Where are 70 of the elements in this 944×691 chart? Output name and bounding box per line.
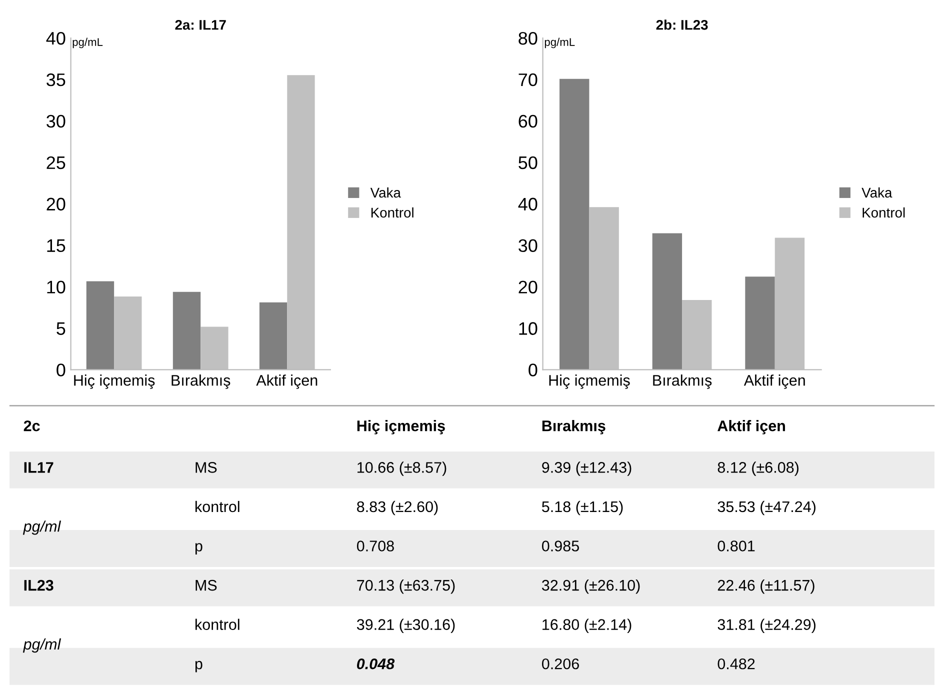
- text: MS: [196, 462, 217, 473]
- text: 10.66 (±8.57): [358, 462, 446, 476]
- y-tick-label: 80: [518, 32, 538, 45]
- text: 35.53 (±47.24): [718, 500, 816, 516]
- text: 0.482: [718, 658, 755, 670]
- y-tick-label: 35: [46, 73, 66, 86]
- y-tick-label: 40: [46, 32, 66, 45]
- x-tick-label: Bırakmış: [653, 374, 712, 389]
- chart-title: 2b: IL23: [656, 20, 708, 30]
- y-tick-label: 0: [528, 364, 538, 376]
- text: 8.12 (±6.08): [718, 462, 798, 476]
- legend-label: Kontrol: [862, 207, 905, 218]
- chart-title: 2a: IL17: [175, 20, 226, 30]
- y-tick-label: 50: [518, 156, 538, 170]
- text: 70.13 (±63.75): [357, 579, 455, 594]
- legend-label: Vaka: [370, 187, 401, 198]
- x-tick-label: Hiç içmemiş: [74, 374, 155, 389]
- x-tick-label: Aktif içen: [256, 374, 318, 389]
- legend-label: Vaka: [862, 187, 892, 198]
- y-tick-label: 30: [46, 114, 66, 128]
- text: pg/ml: [22, 638, 62, 653]
- y-tick-label: 25: [46, 156, 66, 170]
- text: 16.80 (±2.14): [542, 618, 632, 634]
- text: p: [195, 660, 202, 672]
- x-tick-label: Bırakmış: [172, 374, 230, 389]
- y-tick-label: 10: [47, 280, 66, 294]
- text: 5.18 (±1.15): [542, 500, 623, 516]
- text: 32.91 (±26.10): [542, 579, 640, 594]
- category-label: Hiç içmemiş: [357, 420, 445, 434]
- bar: [259, 302, 288, 370]
- y-tick-label: 15: [47, 239, 66, 252]
- bar: [745, 276, 775, 370]
- text: 9.39 (±12.43): [542, 462, 632, 476]
- y-tick-label: 40: [518, 198, 538, 211]
- y-tick-label: 5: [56, 322, 66, 335]
- text: 31.81 (±24.29): [718, 618, 816, 634]
- text: 22.46 (±11.57): [718, 579, 814, 594]
- text: 0.801: [718, 540, 755, 552]
- bar: [560, 78, 590, 370]
- y-tick-label: 20: [518, 280, 538, 294]
- bar: [86, 281, 114, 370]
- y-tick-label: 10: [519, 322, 538, 335]
- legend-label: Kontrol: [371, 207, 414, 218]
- text: IL17: [24, 462, 54, 473]
- text: 8.83 (±2.60): [357, 500, 438, 516]
- text: IL23: [24, 580, 54, 591]
- text: 0.048: [356, 658, 395, 670]
- x-tick-label: Aktif içen: [744, 374, 805, 389]
- y-axis-title: pg/mL: [544, 38, 575, 48]
- text: 0.985: [542, 540, 579, 552]
- y-tick-label: 70: [518, 73, 538, 86]
- text: 39.21 (±30.16): [356, 618, 455, 634]
- x-tick-label: Hiç içmemiş: [549, 374, 630, 389]
- y-tick-label: 20: [46, 198, 66, 211]
- y-tick-label: 60: [518, 114, 538, 128]
- y-tick-label: 0: [56, 364, 66, 376]
- bar: [652, 233, 682, 370]
- text: 0.206: [542, 658, 579, 670]
- text: 0.708: [356, 540, 394, 552]
- category-label: Bırakmış: [542, 420, 606, 434]
- bar: [172, 292, 201, 370]
- y-tick-label: 30: [518, 239, 538, 252]
- text: kontrol: [195, 500, 240, 512]
- category-label: Aktif içen: [718, 420, 785, 434]
- text: p: [195, 543, 202, 554]
- text: 2c: [24, 420, 40, 432]
- text: pg/ml: [22, 520, 62, 535]
- text: MS: [196, 580, 217, 591]
- text: kontrol: [195, 618, 240, 630]
- y-axis-title: pg/mL: [72, 38, 103, 48]
